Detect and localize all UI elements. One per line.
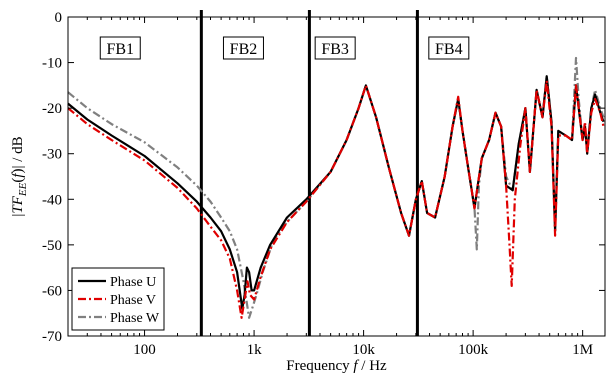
x-tick-label: 100k — [458, 342, 489, 358]
band-label-fb4: FB4 — [435, 41, 463, 58]
y-axis-title: |TFEE(f)| / dB — [10, 136, 29, 216]
legend-label: Phase U — [110, 275, 156, 290]
series-lines — [67, 56, 605, 319]
band-label-box — [222, 36, 264, 60]
legend-box — [71, 267, 165, 331]
x-tick-label: 10k — [352, 342, 375, 358]
y-tick-label: -30 — [42, 147, 62, 163]
frequency-band-dividers — [199, 10, 419, 336]
x-tick-label: 100 — [133, 342, 156, 358]
y-tick-label: -40 — [42, 192, 62, 208]
band-label-box — [428, 36, 470, 60]
y-tick-label: -20 — [42, 101, 62, 117]
y-tick-label: -70 — [42, 329, 62, 345]
x-tick-label: 1M — [572, 342, 593, 358]
axes — [67, 16, 606, 337]
tick-labels: 0 -10 -20 -30 -40 -50 -60 -70 100 1k 10k 100k 1M Freq… — [10, 10, 593, 374]
x-tick-label: 1k — [247, 342, 263, 358]
legend: Phase U Phase V Phase W — [71, 267, 165, 331]
band-label-box — [99, 36, 141, 60]
x-axis-title: Frequency f / Hz — [286, 358, 387, 374]
y-tick-label: 0 — [55, 10, 63, 26]
y-tick-label: -10 — [42, 56, 62, 72]
band-label-fb1: FB1 — [106, 41, 134, 58]
band-label-fb3: FB3 — [321, 41, 349, 58]
y-tick-label: -60 — [42, 283, 62, 299]
legend-label: Phase V — [110, 293, 156, 308]
band-labels: FB1 FB2 FB3 FB4 — [99, 36, 470, 60]
y-tick-label: -50 — [42, 238, 62, 254]
legend-label: Phase W — [110, 311, 160, 326]
plot-frame — [67, 16, 606, 337]
series-line-phase-v — [67, 79, 605, 319]
band-label-box — [314, 36, 356, 60]
band-label-fb2: FB2 — [230, 41, 258, 58]
